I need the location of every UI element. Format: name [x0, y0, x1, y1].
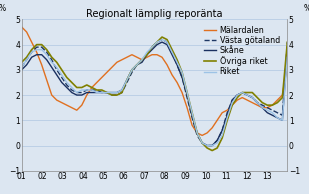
Line: Mälardalen: Mälardalen [22, 27, 287, 135]
Mälardalen [286, 64, 289, 66]
Line: Riket: Riket [22, 40, 287, 146]
Västa götaland [180, 76, 184, 79]
Övriga riket [160, 36, 164, 38]
Skåne [170, 54, 174, 56]
Line: Övriga riket: Övriga riket [22, 37, 287, 151]
Text: %: % [0, 4, 6, 13]
Line: Skåne: Skåne [22, 42, 287, 146]
Riket [170, 51, 174, 53]
Riket [185, 91, 189, 94]
Skåne [180, 76, 184, 79]
Övriga riket [185, 91, 189, 94]
Skåne [20, 69, 23, 71]
Västa götaland [210, 144, 214, 147]
Västa götaland [170, 51, 174, 53]
Övriga riket [65, 76, 69, 79]
Mälardalen [65, 104, 69, 106]
Riket [20, 66, 23, 68]
Övriga riket [286, 41, 289, 43]
Riket [160, 38, 164, 41]
Riket [180, 71, 184, 74]
Mälardalen [180, 91, 184, 94]
Skåne [286, 48, 289, 51]
Riket [120, 89, 124, 91]
Övriga riket [180, 71, 184, 74]
Mälardalen [205, 132, 209, 134]
Line: Västa götaland: Västa götaland [22, 40, 287, 146]
Skåne [65, 86, 69, 89]
Skåne [160, 41, 164, 43]
Riket [205, 144, 209, 147]
Övriga riket [210, 149, 214, 152]
Västa götaland [205, 144, 209, 147]
Övriga riket [20, 61, 23, 63]
Skåne [120, 89, 124, 91]
Riket [286, 56, 289, 58]
Västa götaland [65, 84, 69, 86]
Skåne [210, 144, 214, 147]
Skåne [205, 144, 209, 147]
Mälardalen [120, 59, 124, 61]
Västa götaland [120, 91, 124, 94]
Övriga riket [205, 147, 209, 149]
Västa götaland [160, 38, 164, 41]
Skåne [185, 94, 189, 96]
Mälardalen [20, 26, 23, 28]
Riket [210, 144, 214, 147]
Mälardalen [200, 134, 204, 137]
Riket [65, 81, 69, 84]
Västa götaland [20, 66, 23, 68]
Mälardalen [175, 81, 179, 84]
Västa götaland [286, 41, 289, 43]
Text: %: % [303, 4, 309, 13]
Övriga riket [120, 91, 124, 94]
Övriga riket [170, 48, 174, 51]
Mälardalen [165, 64, 169, 66]
Västa götaland [185, 96, 189, 99]
Legend: Mälardalen, Västa götaland, Skåne, Övriga riket, Riket: Mälardalen, Västa götaland, Skåne, Övrig… [204, 25, 281, 77]
Title: Regionalt lämplig reporänta: Regionalt lämplig reporänta [86, 9, 223, 19]
